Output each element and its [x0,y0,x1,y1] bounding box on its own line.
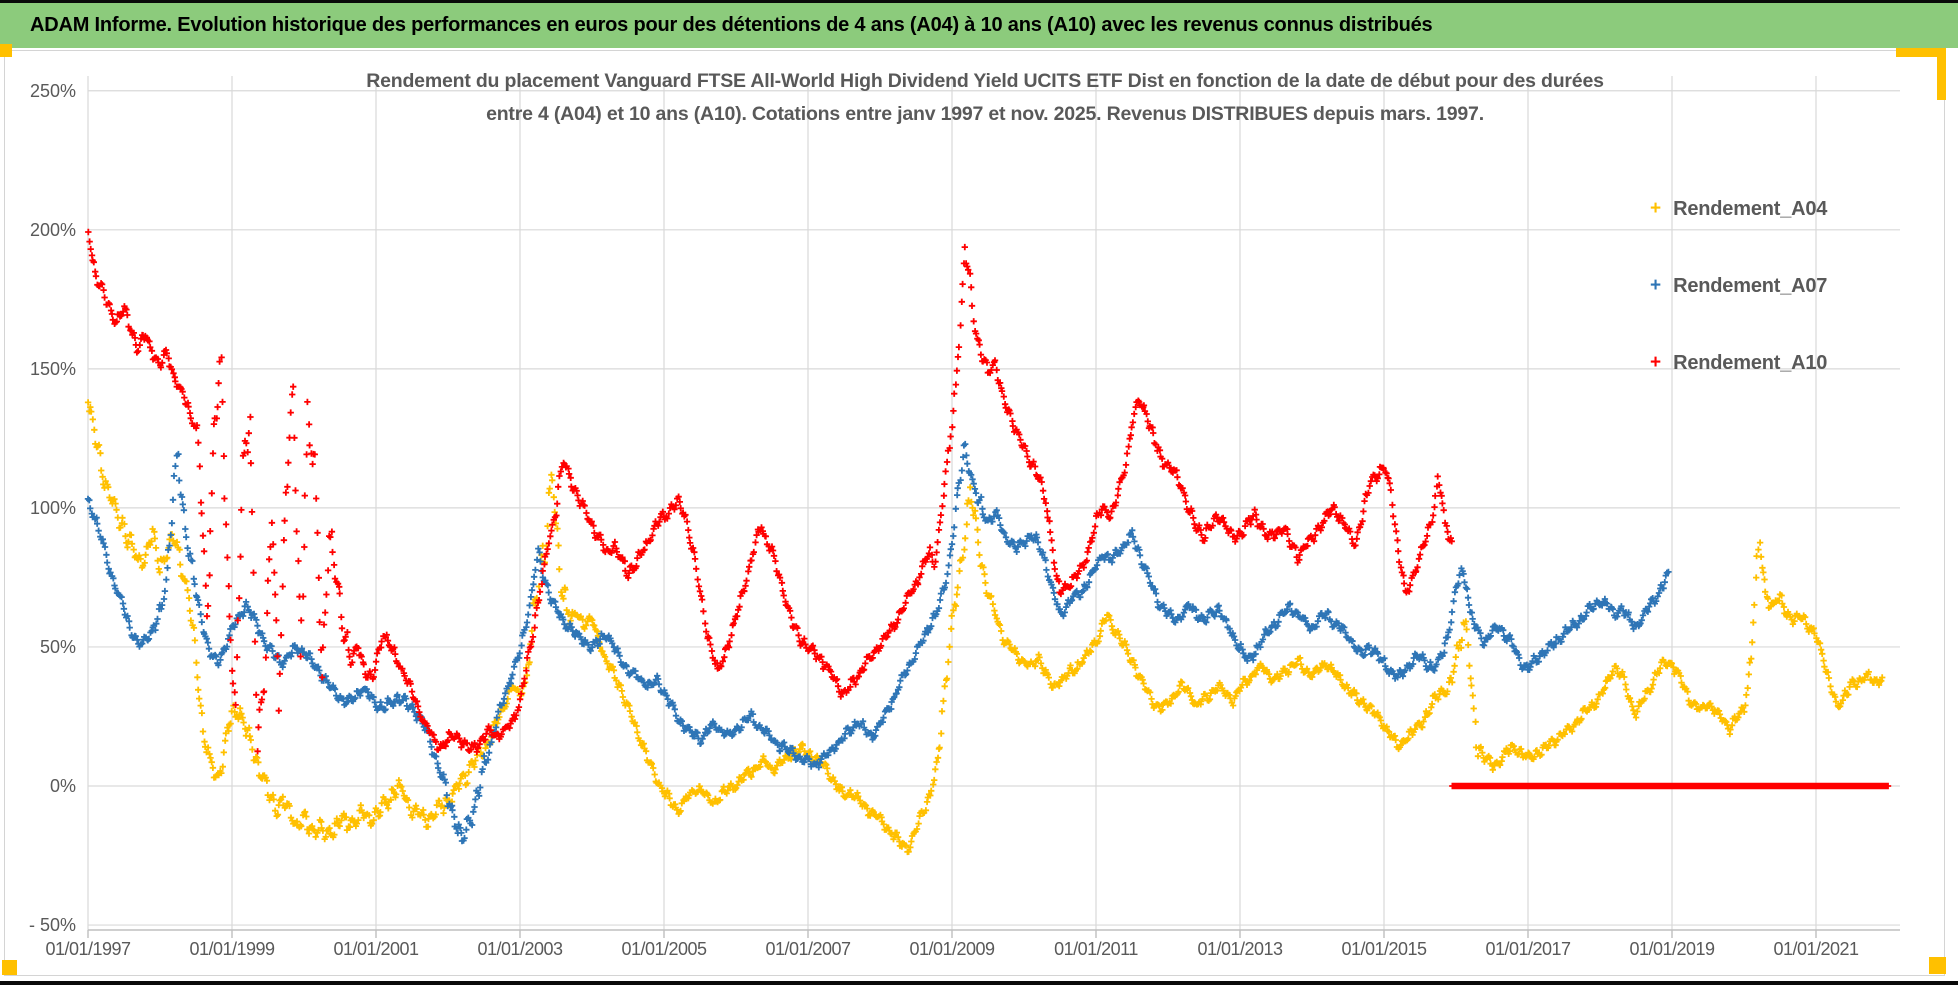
y-axis-label-250: 250% [29,81,76,101]
plus-marker-icon: + [1650,352,1662,373]
x-axis-label-2011: 01/01/2011 [1054,939,1138,959]
window-top-border [0,0,1958,3]
plus-marker-icon: + [1650,198,1662,219]
x-axis-label-2003: 01/01/2003 [477,939,563,959]
horizontal-gridlines [88,90,1900,926]
series-rendement-a10[interactable] [85,228,1892,790]
x-axis-label-1999: 01/01/1999 [189,939,275,959]
x-axis-label-2005: 01/01/2005 [621,939,707,959]
page-title-bar: ADAM Informe. Evolution historique des p… [0,3,1958,48]
x-axis-label-2021: 01/01/2021 [1773,939,1859,959]
legend-item-rendement-a10[interactable]: + Rendement_A10 [1650,348,1827,378]
legend-label: Rendement_A07 [1673,274,1828,297]
x-axis-label-2015: 01/01/2015 [1341,939,1427,959]
window-bottom-border [0,981,1958,985]
y-axis-label-50: 50% [39,637,76,657]
selection-handle-top-left[interactable] [0,44,12,57]
y-axis-label-200: 200% [29,220,76,240]
y-axis-label-150: 150% [29,359,76,379]
vertical-gridlines [87,76,1817,930]
chart-title-line1: Rendement du placement Vanguard FTSE All… [366,70,1604,92]
selection-handle-bottom-left[interactable] [2,960,17,975]
x-axis-label-2009: 01/01/2009 [909,939,995,959]
chart-title-line2: entre 4 (A04) et 10 ans (A10). Cotations… [486,103,1484,125]
x-axis-label-2001: 01/01/2001 [333,939,419,959]
legend-label: Rendement_A10 [1673,351,1828,374]
x-axis-label-2017: 01/01/2017 [1485,939,1571,959]
selection-handle-top-right-v[interactable] [1937,48,1946,100]
series-rendement-a07[interactable] [84,440,1672,845]
y-axis-label-100: 100% [29,498,76,518]
selection-handle-top-right-h[interactable] [1896,48,1946,57]
y-axis-label-0: 0% [49,776,76,796]
page-title: ADAM Informe. Evolution historique des p… [30,14,1433,36]
selection-handle-bottom-right[interactable] [1929,957,1946,974]
x-axis-label-2019: 01/01/2019 [1629,939,1715,959]
x-axis-label-1997: 01/01/1997 [45,939,131,959]
x-axis-line [87,929,1900,938]
legend-item-rendement-a04[interactable]: + Rendement_A04 [1650,194,1827,224]
legend-label: Rendement_A04 [1673,197,1828,220]
plus-marker-icon: + [1650,275,1662,296]
scatter-plot-area[interactable] [0,48,1958,985]
legend-item-rendement-a07[interactable]: + Rendement_A07 [1650,271,1827,301]
y-axis-label-neg50: - 50% [28,915,76,935]
x-axis-label-2007: 01/01/2007 [765,939,851,959]
x-axis-label-2013: 01/01/2013 [1197,939,1283,959]
